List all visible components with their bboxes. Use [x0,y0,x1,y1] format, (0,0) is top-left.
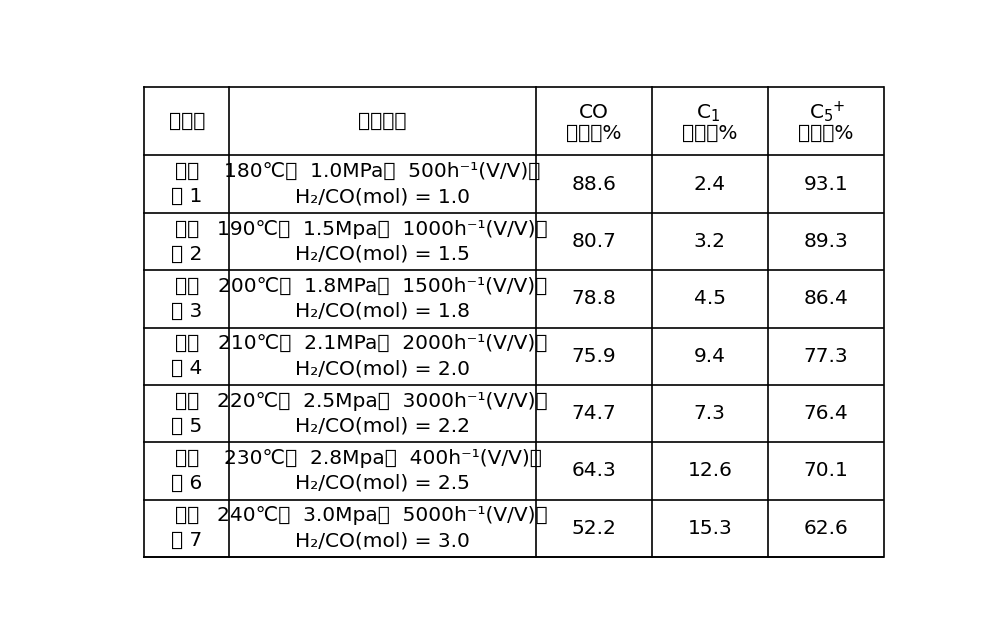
Text: 2.4: 2.4 [694,175,726,194]
Text: +: + [833,99,845,114]
Text: 75.9: 75.9 [571,346,616,366]
Text: C: C [809,103,823,122]
Text: 74.7: 74.7 [571,404,616,423]
Text: 180℃，  1.0MPa，  500h⁻¹(V/V)，
H₂/CO(mol) = 1.0: 180℃， 1.0MPa， 500h⁻¹(V/V)， H₂/CO(mol) = … [224,162,541,206]
Text: 实施
例 3: 实施 例 3 [171,277,202,321]
Text: 选择性%: 选择性% [682,124,738,143]
Text: 1: 1 [711,109,720,124]
Text: 5: 5 [823,109,833,124]
Text: 转化率%: 转化率% [566,124,622,143]
Text: 7.3: 7.3 [694,404,726,423]
Text: 实施
例 4: 实施 例 4 [171,334,203,378]
Text: 实施
例 5: 实施 例 5 [171,392,202,436]
Text: 实施
例 6: 实施 例 6 [171,449,202,493]
Text: 77.3: 77.3 [803,346,848,366]
Text: 12.6: 12.6 [687,461,732,480]
Text: C: C [697,103,711,122]
Text: 70.1: 70.1 [803,461,848,480]
Text: CO: CO [579,103,609,122]
Text: 210℃，  2.1MPa，  2000h⁻¹(V/V)，
H₂/CO(mol) = 2.0: 210℃， 2.1MPa， 2000h⁻¹(V/V)， H₂/CO(mol) =… [218,334,547,378]
Text: 9.4: 9.4 [694,346,726,366]
Text: 200℃，  1.8MPa，  1500h⁻¹(V/V)，
H₂/CO(mol) = 1.8: 200℃， 1.8MPa， 1500h⁻¹(V/V)， H₂/CO(mol) =… [218,277,547,321]
Text: 反应条件: 反应条件 [358,112,407,131]
Text: 230℃，  2.8Mpa，  400h⁻¹(V/V)，
H₂/CO(mol) = 2.5: 230℃， 2.8Mpa， 400h⁻¹(V/V)， H₂/CO(mol) = … [224,449,542,493]
Text: 240℃，  3.0Mpa，  5000h⁻¹(V/V)，
H₂/CO(mol) = 3.0: 240℃， 3.0Mpa， 5000h⁻¹(V/V)， H₂/CO(mol) =… [217,507,548,551]
Text: 78.8: 78.8 [571,290,616,308]
Text: 4.5: 4.5 [694,290,726,308]
Text: 催化剂: 催化剂 [169,112,205,131]
Text: 实施
例 1: 实施 例 1 [171,162,203,206]
Text: 64.3: 64.3 [571,461,616,480]
Text: 15.3: 15.3 [687,519,732,538]
Text: 52.2: 52.2 [571,519,616,538]
Text: 220℃，  2.5Mpa，  3000h⁻¹(V/V)，
H₂/CO(mol) = 2.2: 220℃， 2.5Mpa， 3000h⁻¹(V/V)， H₂/CO(mol) =… [217,392,548,436]
Text: 88.6: 88.6 [571,175,616,194]
Text: 实施
例 7: 实施 例 7 [171,507,202,551]
Text: 选择性%: 选择性% [798,124,853,143]
Text: 80.7: 80.7 [571,232,616,251]
Text: 93.1: 93.1 [803,175,848,194]
Text: 实施
例 2: 实施 例 2 [171,219,203,263]
Text: 89.3: 89.3 [803,232,848,251]
Text: 76.4: 76.4 [803,404,848,423]
Text: 62.6: 62.6 [803,519,848,538]
Text: 3.2: 3.2 [694,232,726,251]
Text: 86.4: 86.4 [803,290,848,308]
Text: 190℃，  1.5Mpa，  1000h⁻¹(V/V)，
H₂/CO(mol) = 1.5: 190℃， 1.5Mpa， 1000h⁻¹(V/V)， H₂/CO(mol) =… [217,219,548,263]
